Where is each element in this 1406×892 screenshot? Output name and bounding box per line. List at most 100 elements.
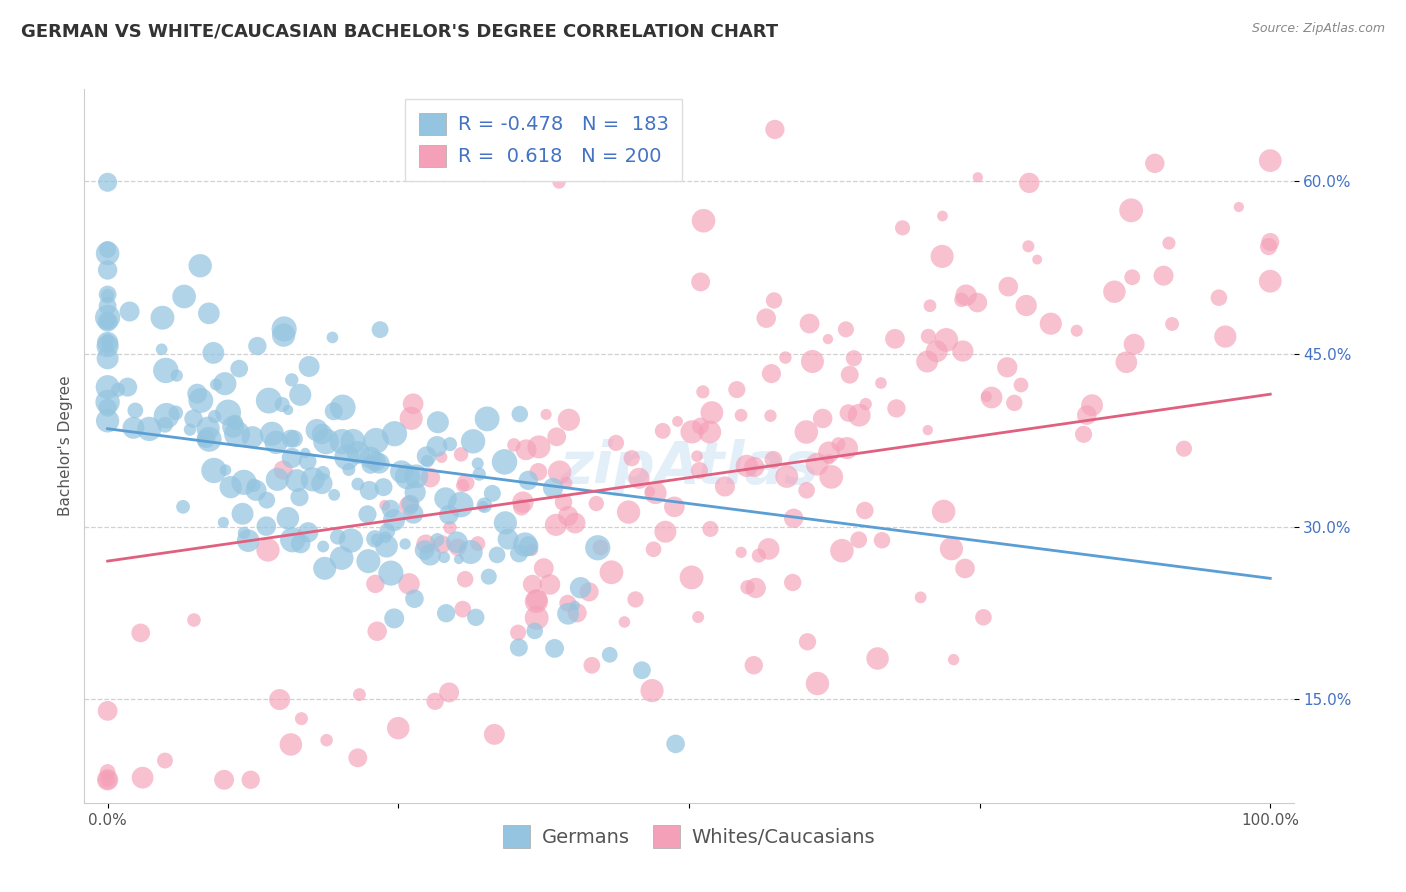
Point [294,446,316,460]
Point [277,403,299,417]
Point [404,485,426,500]
Point [97,414,120,428]
Point [799,317,821,331]
Point [1026,252,1049,267]
Point [931,209,953,223]
Point [931,249,953,263]
Point [730,545,752,559]
Point [941,541,963,556]
Point [508,640,530,655]
Point [97,764,120,779]
Point [97,288,120,302]
Point [311,476,333,491]
Point [374,530,396,544]
Point [330,551,353,566]
Point [681,425,703,439]
Point [322,404,344,418]
Point [232,475,254,490]
Point [281,450,304,465]
Point [297,454,319,468]
Point [212,516,235,530]
Point [271,463,294,477]
Point [689,275,711,289]
Point [364,577,387,591]
Point [725,383,748,397]
Point [384,426,406,441]
Point [866,651,889,665]
Point [980,391,1002,405]
Point [311,427,333,442]
Point [508,546,530,560]
Point [517,539,540,553]
Point [214,463,236,477]
Point [375,524,398,538]
Point [692,384,714,399]
Point [681,570,703,584]
Point [643,542,665,557]
Point [1081,398,1104,412]
Text: Source: ZipAtlas.com: Source: ZipAtlas.com [1251,22,1385,36]
Point [347,445,370,459]
Point [173,289,195,303]
Point [481,486,503,500]
Point [254,519,277,533]
Point [437,508,460,522]
Point [620,451,643,466]
Point [578,585,600,599]
Point [342,434,364,449]
Point [838,368,860,382]
Point [1208,291,1230,305]
Point [97,339,120,353]
Point [97,243,120,257]
Point [380,566,402,580]
Point [555,475,578,490]
Point [97,772,120,787]
Point [232,507,254,521]
Point [332,401,354,415]
Point [340,533,363,548]
Point [150,343,173,357]
Point [336,450,359,465]
Point [198,306,221,320]
Point [155,409,177,423]
Point [689,419,711,434]
Point [564,599,586,613]
Point [285,474,308,488]
Point [202,346,225,360]
Point [1213,329,1236,343]
Point [97,310,120,325]
Point [775,351,797,365]
Point [820,470,842,484]
Point [404,591,426,606]
Point [534,408,557,422]
Point [315,434,337,449]
Point [97,395,120,409]
Point [464,610,486,624]
Point [374,499,396,513]
Point [266,472,288,486]
Point [700,406,723,420]
Point [97,299,120,313]
Point [396,469,419,483]
Point [494,455,516,469]
Point [301,472,323,486]
Point [382,611,405,625]
Point [624,592,647,607]
Point [314,561,336,575]
Point [242,478,264,492]
Point [450,498,472,512]
Point [131,771,153,785]
Point [762,452,785,467]
Text: zipAtlas: zipAtlas [560,439,818,496]
Point [399,411,422,425]
Point [953,561,976,575]
Point [917,329,939,343]
Point [97,351,120,366]
Point [426,533,449,547]
Point [1010,378,1032,392]
Point [605,435,627,450]
Point [321,330,343,344]
Point [273,328,295,343]
Point [1258,235,1281,249]
Point [806,676,828,690]
